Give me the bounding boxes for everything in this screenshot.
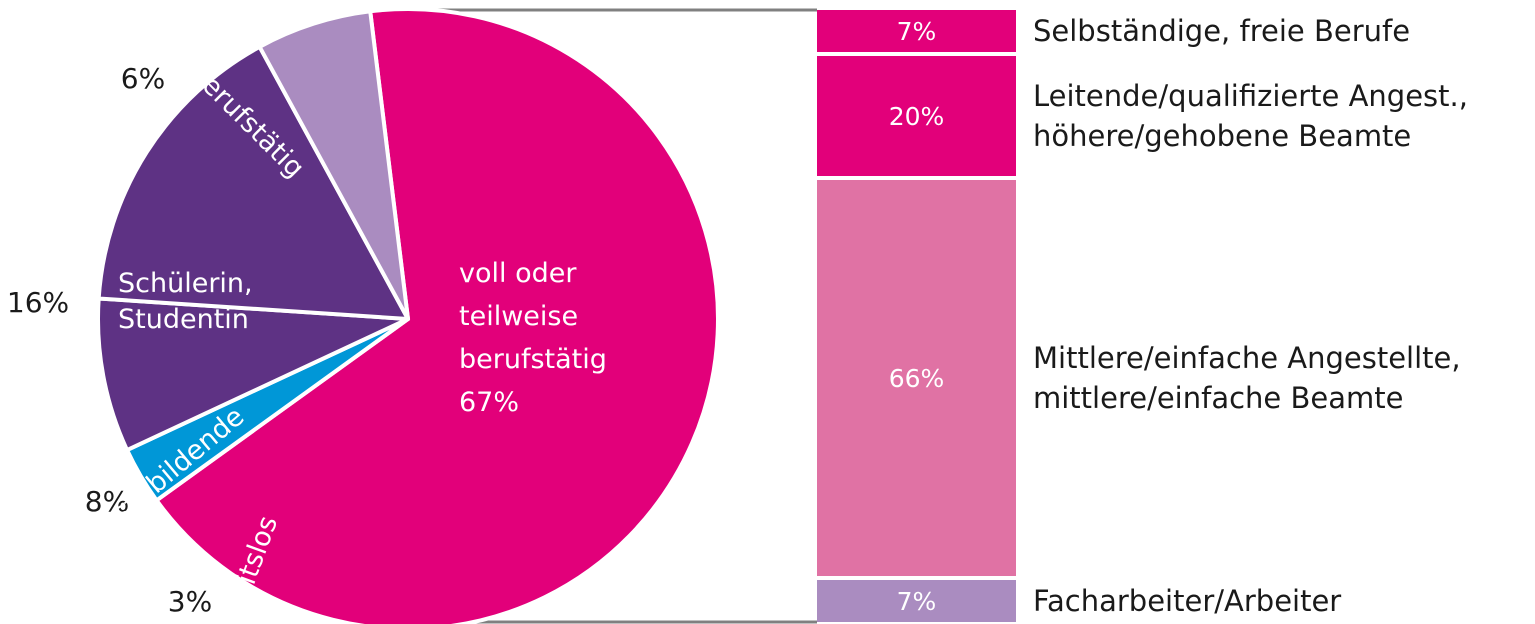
pie-slice-azubi: [96, 296, 410, 453]
pie-value-voll: 67%: [459, 387, 519, 418]
bar-label-mittlere-line-0: Mittlere/einfache Angestellte,: [1033, 341, 1461, 375]
pie-slice-schueler: [96, 44, 410, 321]
bar-label-mittlere-line-1: mittlere/einfache Beamte: [1033, 381, 1403, 415]
pie-chart: [96, 7, 720, 624]
bar-label-selbst-line-0: Selbständige, freie Berufe: [1033, 14, 1410, 48]
bar-label-leitend-line-0: Leitende/qualifizierte Angest.,: [1033, 79, 1468, 113]
bar-label-leitend-line-1: höhere/gehobene Beamte: [1033, 119, 1411, 153]
pie-label-group-schueler: Schülerin, Studentin: [118, 268, 253, 335]
pie-label-voll-line-0: voll oder: [459, 258, 577, 289]
bar-segment-selbst: [817, 10, 1016, 52]
pie-value-schueler: 16%: [7, 286, 69, 319]
pie-label-schueler-line-1: Studentin: [118, 304, 249, 335]
stacked-bar-labels: 7% Selbständige, freie Berufe 20% Leitende/…: [889, 14, 1468, 618]
bar-label-fach-line-0: Facharbeiter/Arbeiter: [1033, 584, 1341, 618]
bar-value-mittlere: 66%: [889, 364, 945, 393]
pie-label-schueler-line-0: Schülerin,: [118, 268, 253, 299]
pie-value-azubi: 8%: [85, 485, 129, 518]
stacked-bar: [817, 10, 1016, 622]
pie-label-voll-line-1: teilweise: [459, 301, 578, 332]
bar-value-leitend: 20%: [889, 102, 945, 131]
pie-value-nicht: 6%: [121, 62, 165, 95]
bar-segment-mittlere: [817, 180, 1016, 576]
pie-slice-voll: [154, 7, 720, 624]
bar-value-fach: 7%: [897, 587, 937, 616]
pie-label-voll-line-2: berufstätig: [459, 344, 607, 375]
bar-segment-fach: [817, 580, 1016, 622]
pie-label-group-voll: voll oder teilweise berufstätig 67%: [459, 258, 607, 418]
bar-value-selbst: 7%: [897, 17, 937, 46]
pie-value-arbeitslos: 3%: [168, 585, 212, 618]
pie-slice-nicht: [257, 9, 410, 321]
bar-segment-leitend: [817, 56, 1016, 176]
